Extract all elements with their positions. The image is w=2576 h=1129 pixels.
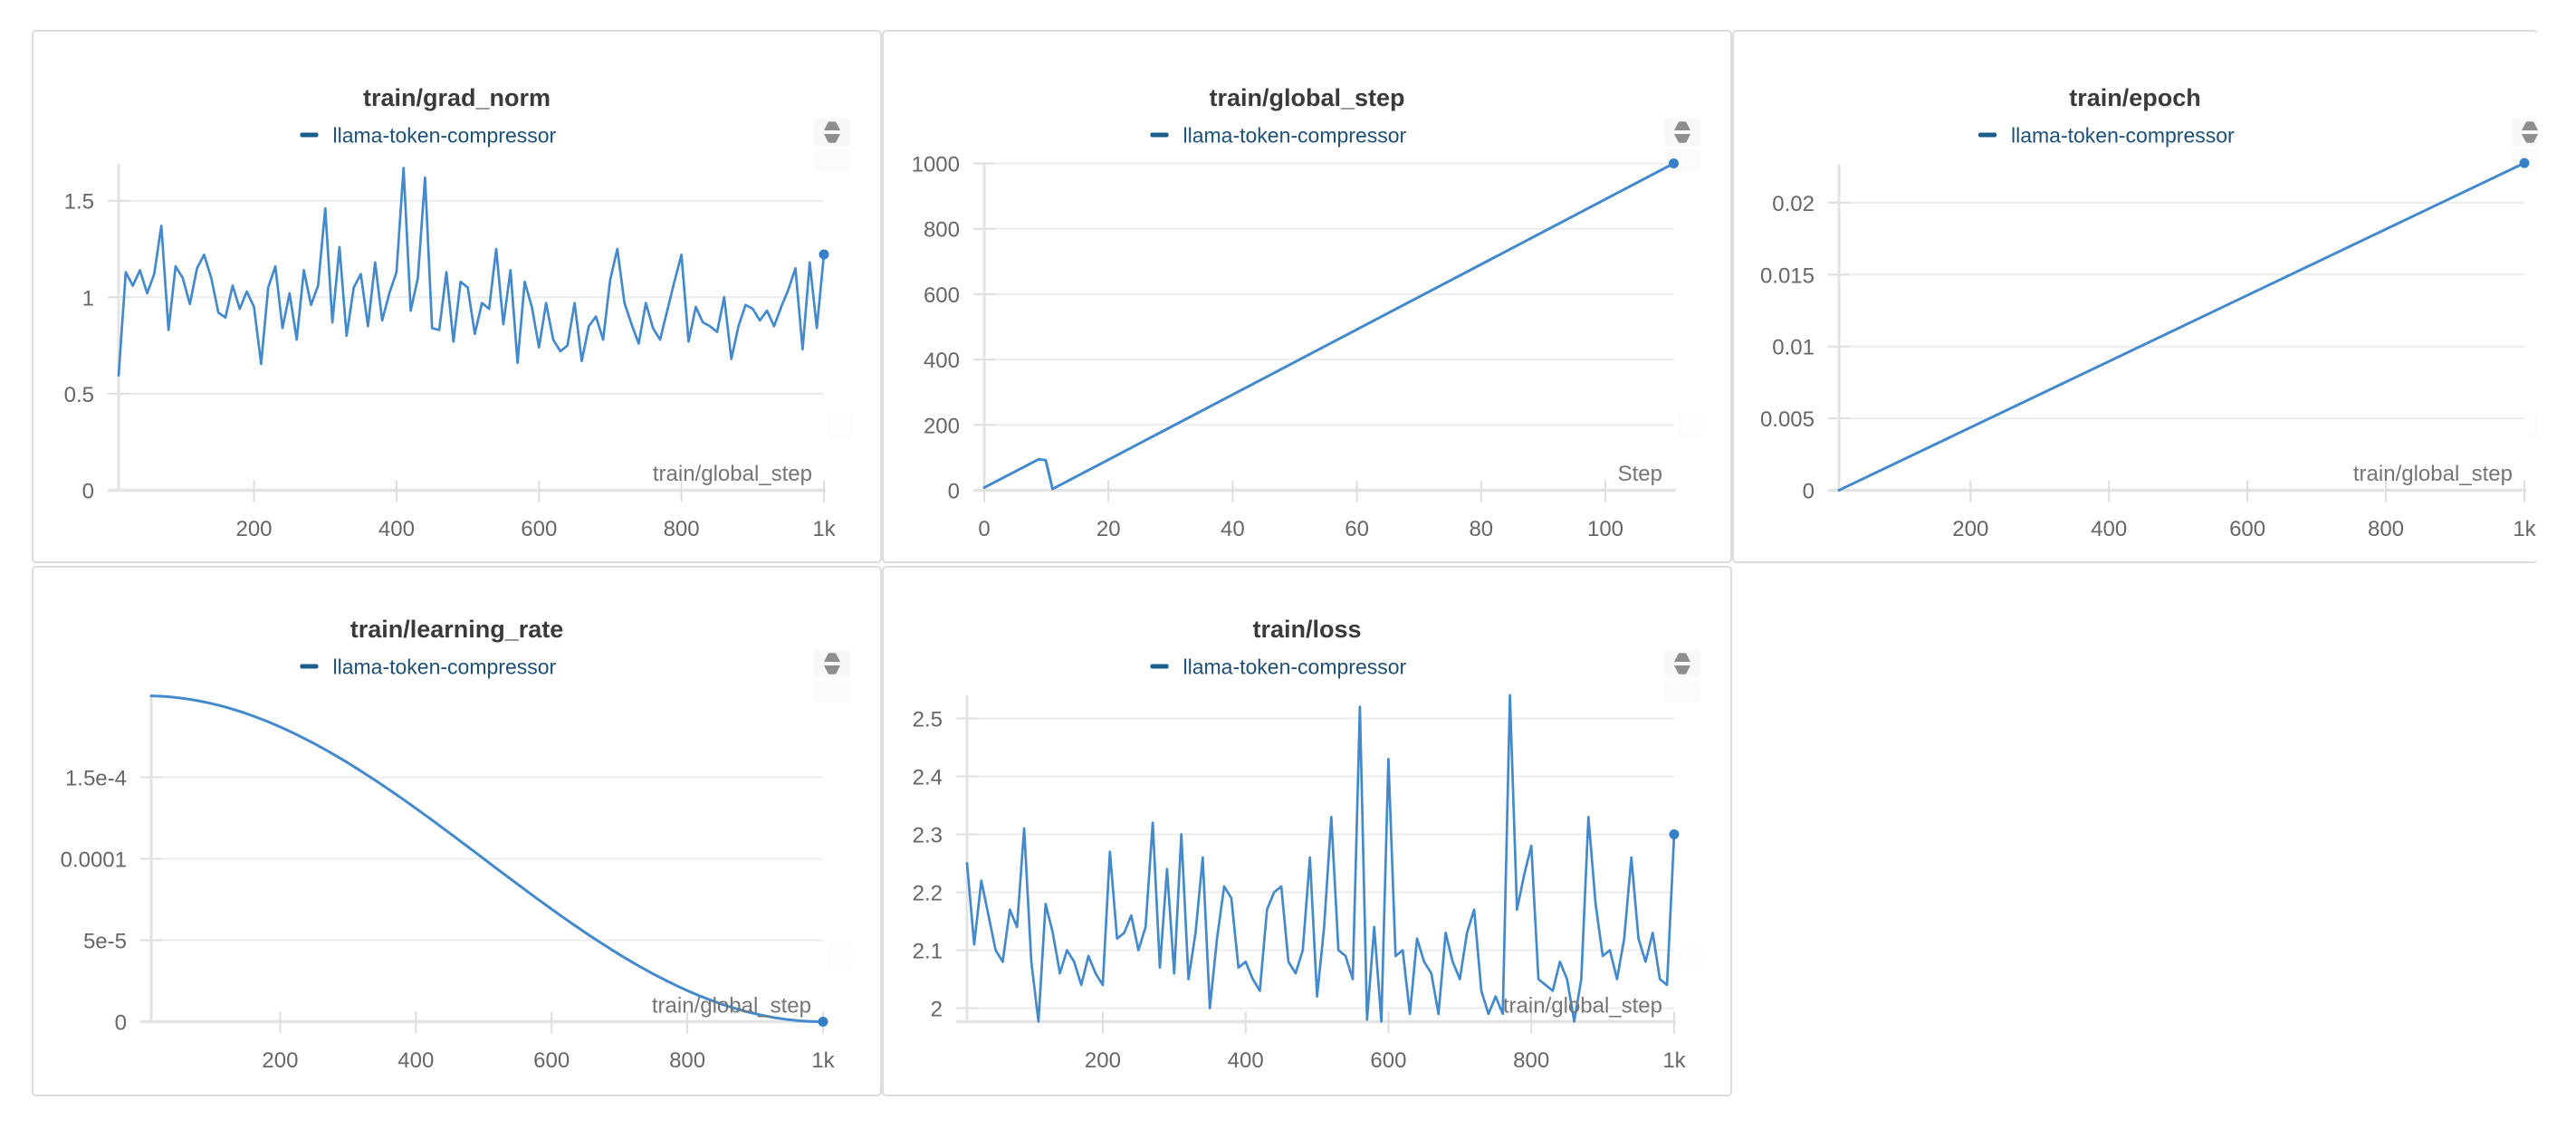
svg-text:0.01: 0.01 xyxy=(1772,336,1815,360)
svg-text:200: 200 xyxy=(235,517,272,541)
svg-text:train/epoch: train/epoch xyxy=(2069,84,2201,111)
svg-text:train/global_step: train/global_step xyxy=(1503,994,1662,1019)
svg-text:2.4: 2.4 xyxy=(913,766,943,790)
svg-text:train/global_step: train/global_step xyxy=(653,462,812,486)
svg-text:600: 600 xyxy=(924,283,960,308)
svg-text:1: 1 xyxy=(82,286,94,311)
svg-text:0.5: 0.5 xyxy=(64,383,94,407)
svg-text:80: 80 xyxy=(1469,517,1493,541)
svg-text:800: 800 xyxy=(2368,517,2404,541)
svg-text:llama-token-compressor: llama-token-compressor xyxy=(2011,124,2235,148)
svg-text:200: 200 xyxy=(1085,1048,1121,1073)
svg-text:600: 600 xyxy=(2229,517,2265,541)
svg-text:2.2: 2.2 xyxy=(913,882,943,906)
svg-text:600: 600 xyxy=(533,1048,570,1073)
svg-text:train/loss: train/loss xyxy=(1252,616,1361,643)
svg-text:800: 800 xyxy=(669,1048,705,1073)
svg-text:600: 600 xyxy=(521,517,557,541)
svg-text:llama-token-compressor: llama-token-compressor xyxy=(333,124,557,148)
svg-text:train/global_step: train/global_step xyxy=(1209,84,1404,111)
svg-text:40: 40 xyxy=(1221,517,1245,541)
svg-text:train/grad_norm: train/grad_norm xyxy=(363,84,551,111)
svg-text:1.5: 1.5 xyxy=(64,190,94,215)
svg-text:400: 400 xyxy=(2091,517,2127,541)
svg-text:0: 0 xyxy=(948,480,960,504)
svg-text:0: 0 xyxy=(978,517,990,541)
svg-text:1k: 1k xyxy=(2513,517,2536,541)
svg-text:200: 200 xyxy=(262,1048,298,1073)
svg-text:1000: 1000 xyxy=(912,153,960,177)
svg-text:0.0001: 0.0001 xyxy=(61,848,127,873)
svg-text:800: 800 xyxy=(1513,1048,1549,1073)
svg-text:train/learning_rate: train/learning_rate xyxy=(350,616,564,643)
svg-text:0: 0 xyxy=(1803,480,1815,504)
svg-text:train/global_step: train/global_step xyxy=(652,994,811,1019)
svg-text:0.02: 0.02 xyxy=(1772,192,1815,216)
svg-text:llama-token-compressor: llama-token-compressor xyxy=(333,655,557,679)
svg-text:1k: 1k xyxy=(811,1048,835,1073)
svg-text:800: 800 xyxy=(664,517,700,541)
svg-text:600: 600 xyxy=(1370,1048,1406,1073)
svg-text:2.5: 2.5 xyxy=(913,708,943,732)
svg-text:train/global_step: train/global_step xyxy=(2353,462,2513,486)
svg-text:60: 60 xyxy=(1345,517,1369,541)
svg-text:2.1: 2.1 xyxy=(913,940,943,964)
svg-text:1k: 1k xyxy=(812,517,836,541)
svg-text:llama-token-compressor: llama-token-compressor xyxy=(1183,124,1407,148)
svg-text:0: 0 xyxy=(82,480,94,504)
svg-text:20: 20 xyxy=(1096,517,1121,541)
svg-text:5e-5: 5e-5 xyxy=(83,930,127,954)
svg-text:1.5e-4: 1.5e-4 xyxy=(65,767,127,791)
svg-text:1k: 1k xyxy=(1662,1048,1686,1073)
svg-text:2.3: 2.3 xyxy=(913,824,943,848)
svg-text:800: 800 xyxy=(924,218,960,243)
svg-text:Step: Step xyxy=(1618,462,1662,486)
svg-text:0.005: 0.005 xyxy=(1760,407,1815,432)
svg-text:0.015: 0.015 xyxy=(1760,263,1815,288)
svg-text:0: 0 xyxy=(115,1011,127,1036)
svg-text:200: 200 xyxy=(924,414,960,438)
svg-text:100: 100 xyxy=(1587,517,1623,541)
svg-text:2: 2 xyxy=(931,998,943,1022)
svg-text:400: 400 xyxy=(378,517,415,541)
svg-text:400: 400 xyxy=(397,1048,434,1073)
svg-text:400: 400 xyxy=(1228,1048,1264,1073)
svg-text:llama-token-compressor: llama-token-compressor xyxy=(1183,655,1407,679)
svg-text:200: 200 xyxy=(1952,517,1988,541)
svg-text:400: 400 xyxy=(924,349,960,373)
